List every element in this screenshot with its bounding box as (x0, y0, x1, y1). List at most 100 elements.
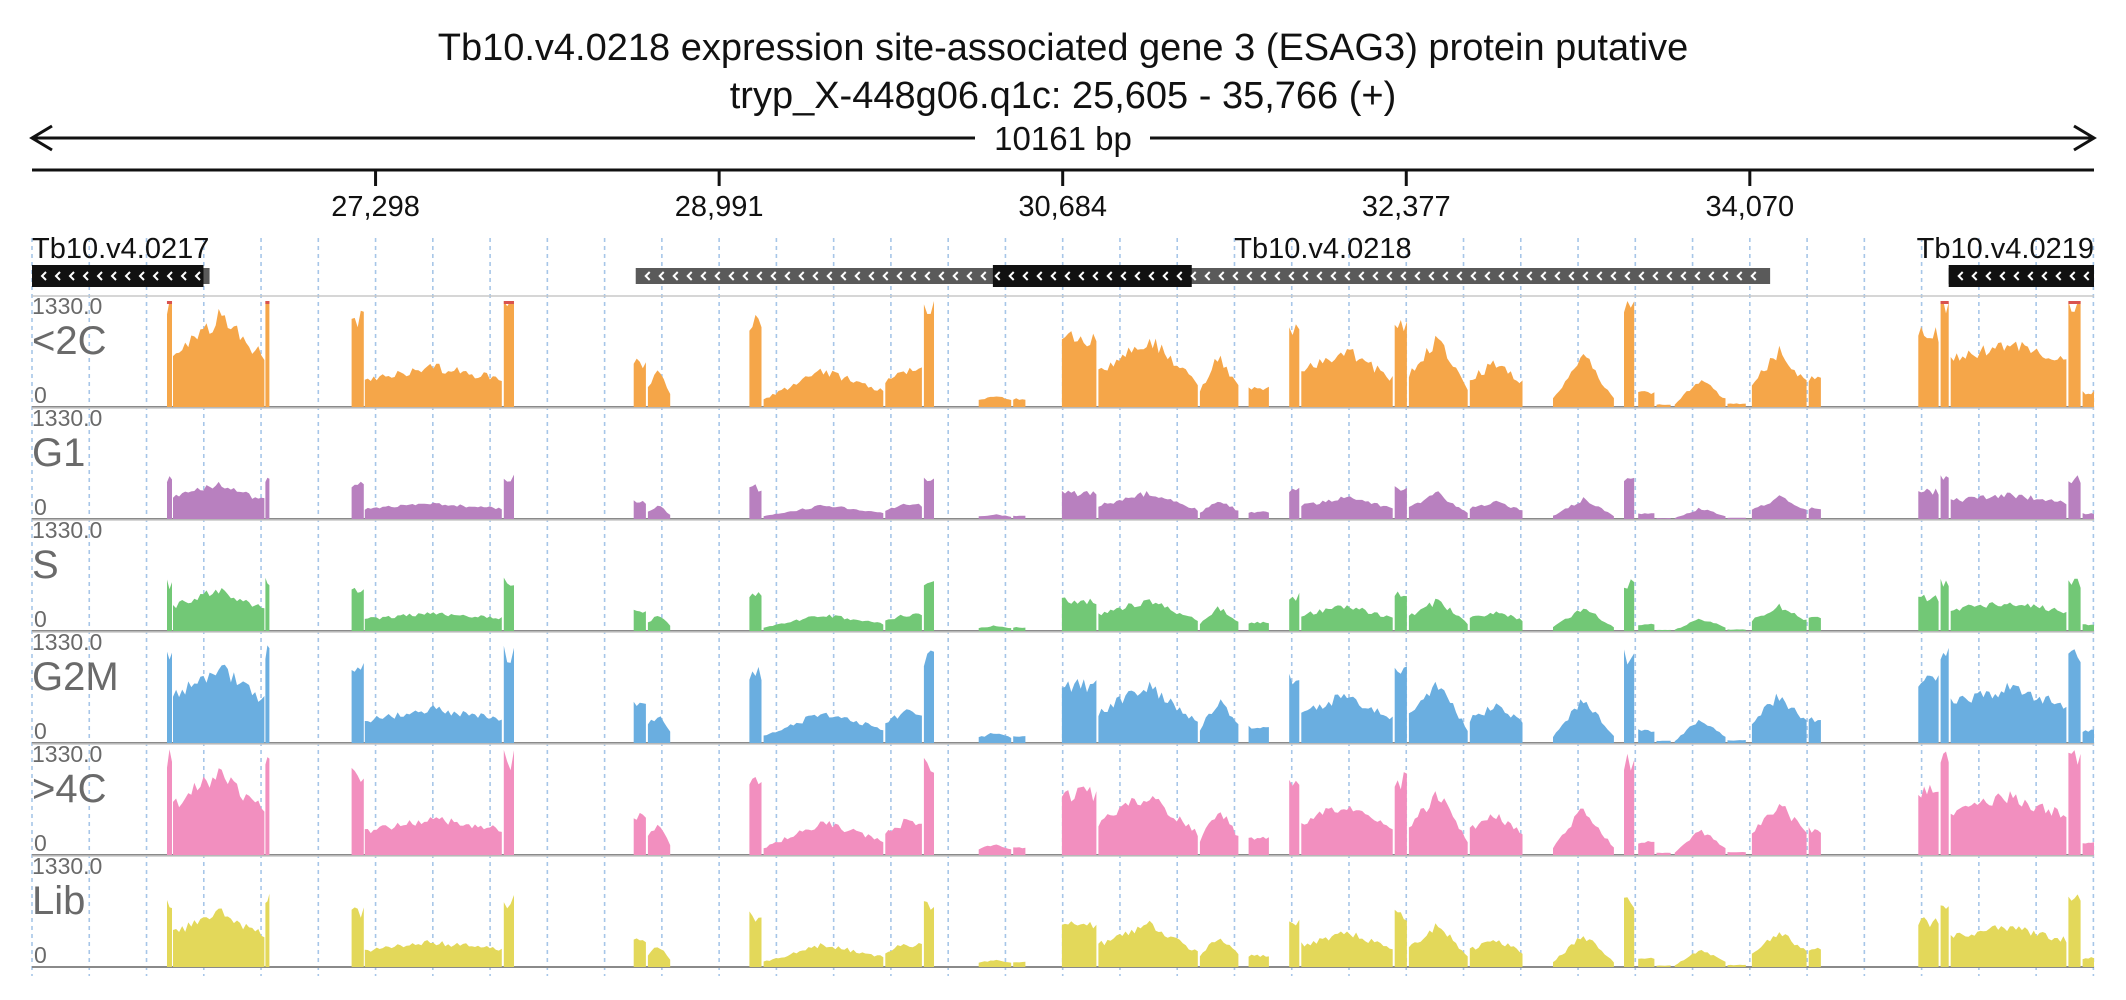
coverage-area (1950, 925, 2067, 967)
coverage-area (1624, 753, 1635, 855)
strand-chevron (1204, 271, 1211, 281)
strand-chevron (756, 271, 763, 281)
coverage-area (1950, 341, 2067, 407)
strand-chevron (742, 271, 749, 281)
coverage-area (173, 308, 265, 407)
strand-chevron (686, 271, 693, 281)
coverage-area (1199, 812, 1239, 855)
coverage-area (1918, 326, 1939, 407)
coverage-area (2082, 842, 2094, 855)
track-name-label: Lib (32, 879, 85, 923)
coverage-area (1408, 923, 1468, 967)
coverage-area (749, 911, 762, 967)
coverage-area (1199, 938, 1239, 967)
coverage-area (1408, 791, 1468, 855)
clip-indicator (265, 301, 270, 304)
coverage-area (364, 940, 502, 967)
strand-chevron (1694, 271, 1701, 281)
strand-chevron (1120, 271, 1127, 281)
coverage-area (1394, 909, 1407, 967)
strand-chevron (82, 271, 89, 281)
coverage-track-Lib: 1330.0 0 Lib (32, 853, 2094, 968)
gene-name-label: Tb10.v4.0218 (1234, 233, 1411, 265)
coverage-area (1674, 618, 1726, 631)
coverage-area (1940, 301, 1949, 407)
coverage-area (633, 938, 646, 967)
coverage-area (265, 577, 270, 631)
coverage-area (364, 817, 502, 855)
strand-chevron (1680, 271, 1687, 281)
coverage-area (503, 645, 514, 743)
coverage-area (1656, 852, 1671, 855)
coverage-area (1918, 488, 1939, 519)
strand-chevron (194, 271, 201, 281)
coverage-area (265, 757, 270, 855)
coverage-area (1918, 594, 1939, 631)
coverage-area (1289, 919, 1300, 967)
strand-chevron (1134, 271, 1141, 281)
coverage-area (1098, 796, 1198, 855)
strand-chevron (166, 271, 173, 281)
coverage-area (173, 664, 265, 743)
coverage-area (1940, 475, 1949, 519)
coverage-area (647, 824, 671, 855)
coverage-area (265, 893, 270, 967)
strand-chevron (1260, 271, 1267, 281)
x-tick-label: 34,070 (1705, 191, 1794, 223)
coverage-area (763, 614, 884, 631)
coverage-area (1098, 920, 1198, 967)
coverage-area (1727, 517, 1746, 519)
coverage-area (503, 749, 514, 855)
coverage-area (1469, 940, 1523, 967)
coverage-area (1553, 699, 1614, 743)
coverage-area (2068, 475, 2081, 519)
coverage-area (1808, 616, 1821, 631)
strand-chevron (1246, 271, 1253, 281)
coverage-area (1624, 649, 1635, 743)
strand-chevron (798, 271, 805, 281)
coverage-area (633, 701, 646, 743)
coverage-area (1013, 627, 1026, 631)
coverage-area (1940, 905, 1949, 967)
x-tick-label: 27,298 (331, 191, 420, 223)
coverage-area (1727, 403, 1746, 407)
coverage-area (1394, 486, 1407, 519)
coverage-area (1950, 492, 2067, 519)
coverage-area (633, 358, 646, 407)
strand-chevron (1064, 271, 1071, 281)
strand-chevron (1652, 271, 1659, 281)
coverage-area (503, 577, 514, 631)
coverage-area (351, 663, 364, 743)
strand-chevron (1470, 271, 1477, 281)
coverage-area (1248, 954, 1269, 967)
coverage-area (167, 301, 172, 407)
coordinate-ticks: 27,298 28,991 30,684 32,377 34,070 (331, 170, 1794, 223)
track-name-label: >4C (32, 767, 107, 811)
track-ymin-label: 0 (34, 830, 47, 856)
coverage-area (1301, 693, 1393, 743)
strand-chevron (1540, 271, 1547, 281)
coverage-area (2082, 513, 2094, 519)
strand-chevron (966, 271, 973, 281)
strand-chevron (1358, 271, 1365, 281)
coverage-area (978, 625, 1012, 631)
strand-chevron (96, 271, 103, 281)
track-ymin-label: 0 (34, 718, 47, 744)
strand-chevron (714, 271, 721, 281)
coverage-area (1289, 779, 1300, 855)
coverage-area (978, 396, 1012, 407)
coverage-area (1098, 599, 1198, 631)
coverage-area (167, 651, 172, 743)
coverage-area (2082, 957, 2094, 967)
coverage-area (2068, 578, 2081, 631)
coverage-area (978, 844, 1012, 855)
coverage-area (1638, 623, 1655, 631)
coverage-area (978, 959, 1012, 967)
coverage-area (1656, 740, 1671, 743)
x-tick-label: 32,377 (1362, 191, 1451, 223)
strand-chevron (1638, 271, 1645, 281)
strand-chevron (644, 271, 651, 281)
coverage-area (647, 947, 671, 967)
track-ymax-label: 1330.0 (32, 629, 102, 655)
